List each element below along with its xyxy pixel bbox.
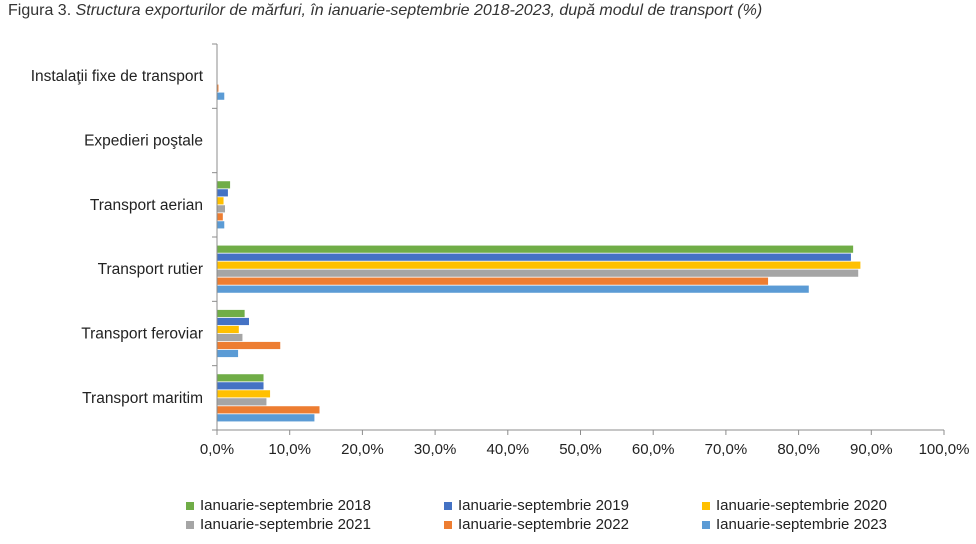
category-label: Transport maritim [82,390,203,407]
x-tick-label: 100,0% [919,441,970,458]
bar [217,414,315,422]
legend-item: Ianuarie-septembrie 2018 [186,497,444,514]
bar [217,406,320,414]
legend-swatch [444,520,452,529]
legend-item: Ianuarie-septembrie 2020 [702,497,942,514]
x-tick-label: 40,0% [487,441,530,458]
legend-item: Ianuarie-septembrie 2023 [702,516,942,533]
bar [217,325,239,334]
bar [217,277,769,285]
bar [217,221,225,229]
legend-item: Ianuarie-septembrie 2022 [444,516,702,533]
figure-title: Figura 3. Structura exporturilor de mărf… [8,2,762,20]
legend-label: Ianuarie-septembrie 2022 [458,516,629,533]
x-tick-label: 80,0% [777,441,820,458]
legend-label: Ianuarie-septembrie 2020 [716,497,887,514]
legend-swatch [186,520,194,529]
figure-label: Figura 3. [8,2,72,19]
bar [217,285,809,293]
bar [217,92,225,100]
bar [217,341,281,350]
legend-label: Ianuarie-septembrie 2019 [458,497,629,514]
x-tick-label: 90,0% [850,441,893,458]
category-label: Transport aerian [90,197,203,214]
category-label: Expedieri poştale [84,133,203,150]
bar [217,374,264,382]
x-tick-label: 60,0% [632,441,675,458]
bar [217,189,228,197]
bar [217,317,249,326]
figure-caption: Structura exporturilor de mărfuri, în ia… [75,2,763,19]
bar [217,84,219,92]
legend-swatch [702,520,710,529]
legend-label: Ianuarie-septembrie 2021 [200,516,371,533]
legend-label: Ianuarie-septembrie 2018 [200,497,371,514]
x-tick-label: 50,0% [559,441,602,458]
bar [217,309,245,318]
category-label: Transport feroviar [81,326,203,343]
bar [217,261,861,269]
bar [217,245,854,253]
bar [217,269,859,277]
legend-swatch [702,501,710,510]
bar [217,213,223,221]
bar [217,398,267,406]
x-tick-label: 20,0% [341,441,384,458]
bar [217,181,231,189]
category-label: Transport rutier [98,261,203,278]
bar [217,390,271,398]
x-tick-label: 30,0% [414,441,457,458]
chart-legend: Ianuarie-septembrie 2018 Ianuarie-septemb… [186,497,946,533]
category-label: Instalaţii fixe de transport [31,68,204,85]
bar [217,382,264,390]
legend-swatch [444,501,452,510]
bar [217,205,225,213]
legend-label: Ianuarie-septembrie 2023 [716,516,887,533]
legend-item: Ianuarie-septembrie 2019 [444,497,702,514]
bar [217,253,851,261]
bar [217,333,243,342]
legend-swatch [186,501,194,510]
bar [217,197,224,205]
legend-item: Ianuarie-septembrie 2021 [186,516,444,533]
x-tick-label: 10,0% [268,441,311,458]
x-tick-label: 70,0% [705,441,748,458]
x-tick-label: 0,0% [200,441,234,458]
bar [217,349,239,358]
